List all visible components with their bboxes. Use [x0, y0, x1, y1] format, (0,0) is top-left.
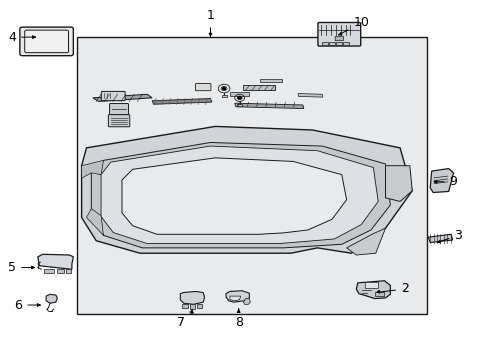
Bar [237, 104, 242, 105]
Polygon shape [346, 228, 385, 255]
Polygon shape [93, 94, 152, 102]
Bar [65, 269, 71, 273]
Bar [182, 303, 188, 308]
Polygon shape [38, 254, 73, 269]
FancyBboxPatch shape [334, 36, 343, 41]
Polygon shape [229, 296, 240, 301]
Bar [322, 42, 327, 45]
Polygon shape [86, 208, 103, 235]
Polygon shape [385, 166, 411, 202]
Bar [43, 269, 54, 273]
Bar [197, 303, 202, 308]
FancyBboxPatch shape [365, 282, 378, 288]
FancyBboxPatch shape [25, 30, 68, 53]
Polygon shape [356, 281, 389, 298]
FancyBboxPatch shape [195, 84, 210, 91]
Text: 3: 3 [438, 229, 462, 242]
Polygon shape [180, 292, 204, 304]
Text: 9: 9 [435, 175, 457, 188]
Bar [57, 269, 64, 273]
Text: 10: 10 [340, 16, 368, 34]
Bar [189, 304, 195, 309]
Bar [342, 42, 348, 45]
Polygon shape [152, 99, 211, 104]
Text: 6: 6 [15, 298, 39, 311]
Polygon shape [81, 160, 103, 178]
Polygon shape [46, 294, 57, 303]
FancyBboxPatch shape [101, 91, 125, 101]
Polygon shape [81, 126, 411, 253]
Bar [77, 37, 426, 314]
Polygon shape [91, 143, 389, 248]
Text: 1: 1 [206, 9, 214, 34]
Bar [229, 92, 249, 96]
Bar [328, 42, 334, 45]
FancyBboxPatch shape [109, 104, 128, 115]
Polygon shape [225, 291, 249, 302]
FancyBboxPatch shape [108, 114, 129, 127]
FancyBboxPatch shape [317, 22, 360, 46]
Polygon shape [243, 298, 250, 304]
Polygon shape [297, 94, 322, 97]
FancyBboxPatch shape [20, 27, 73, 56]
Polygon shape [122, 158, 346, 234]
Polygon shape [101, 146, 377, 244]
Polygon shape [427, 234, 452, 243]
Bar [374, 292, 383, 296]
Text: 5: 5 [8, 261, 33, 274]
Text: 7: 7 [177, 311, 190, 329]
Polygon shape [234, 103, 303, 109]
Text: 4: 4 [8, 31, 34, 44]
Bar [243, 85, 274, 90]
Bar [335, 42, 341, 45]
Text: 2: 2 [378, 283, 408, 296]
Bar [221, 95, 226, 97]
Bar [260, 79, 282, 82]
Text: 8: 8 [234, 309, 242, 329]
Polygon shape [429, 168, 453, 193]
Circle shape [222, 87, 225, 90]
Circle shape [238, 97, 241, 99]
